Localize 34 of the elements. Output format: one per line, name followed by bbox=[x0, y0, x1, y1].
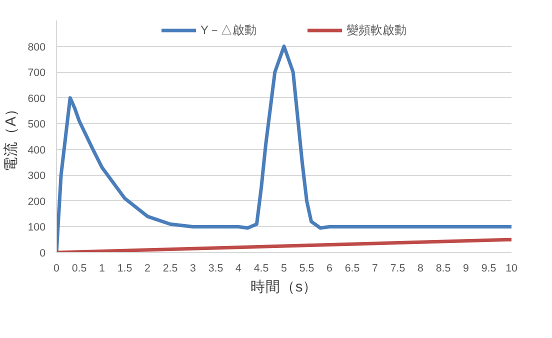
x-tick-label: 3 bbox=[190, 262, 196, 274]
x-tick-label: 5 bbox=[281, 262, 288, 274]
y-tick-label: 300 bbox=[28, 170, 46, 182]
x-tick-label: 0 bbox=[54, 262, 60, 274]
y-tick-label: 700 bbox=[28, 67, 46, 80]
y-axis-title: 電流（A） bbox=[2, 102, 20, 172]
x-tick-label: 6.5 bbox=[344, 262, 360, 274]
x-tick-label: 1 bbox=[99, 262, 106, 274]
x-tick-label: 7 bbox=[372, 262, 378, 274]
x-tick-label: 7.5 bbox=[390, 262, 406, 274]
x-tick-label: 2 bbox=[144, 262, 151, 274]
y-tick-label: 500 bbox=[28, 118, 46, 131]
y-tick-label: 600 bbox=[28, 92, 46, 105]
x-tick-label: 1.5 bbox=[117, 262, 132, 274]
x-axis-title: 時間（s） bbox=[250, 278, 318, 296]
y-tick-label: 400 bbox=[28, 144, 46, 156]
y-tick-label: 800 bbox=[28, 41, 46, 54]
x-tick-label: 4 bbox=[236, 262, 242, 274]
x-tick-label: 9 bbox=[463, 262, 470, 274]
y-tick-label: 200 bbox=[28, 196, 46, 208]
x-tick-label: 3.5 bbox=[208, 262, 224, 274]
x-tick-label: 8 bbox=[418, 262, 424, 274]
x-tick-label: 4.5 bbox=[254, 262, 269, 274]
x-tick-label: 2.5 bbox=[162, 262, 178, 274]
x-tick-label: 0.5 bbox=[72, 262, 87, 274]
legend-label: Y－△啟動 bbox=[200, 22, 257, 38]
x-tick-label: 10 bbox=[506, 262, 518, 274]
x-tick-label: 9.5 bbox=[481, 262, 496, 274]
legend-label: 變頻軟啟動 bbox=[346, 22, 407, 38]
y-tick-label: 100 bbox=[28, 222, 46, 234]
x-tick-label: 8.5 bbox=[436, 262, 451, 274]
y-tick-label: 0 bbox=[40, 248, 46, 260]
x-tick-label: 5.5 bbox=[299, 262, 314, 274]
x-tick-label: 6 bbox=[326, 262, 333, 274]
